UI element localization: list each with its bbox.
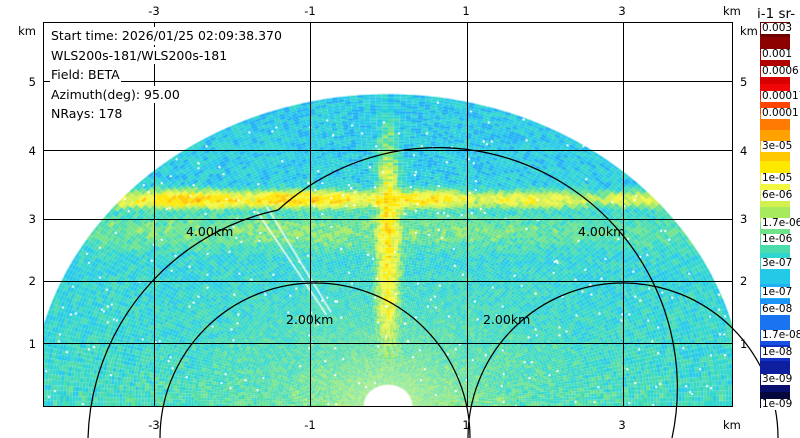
- y-axis-left-unit: km: [18, 24, 36, 38]
- range-ring-label-2km-left: 2.00km: [286, 312, 334, 327]
- colorbar-tick-label: 0.003: [761, 22, 794, 34]
- colorbar-tick-label: 0.0001: [761, 107, 800, 119]
- colorbar-tick-label: 1.7e-08: [761, 330, 800, 341]
- colorbar-tick-label: 1.7e-06: [761, 218, 800, 229]
- nrays-text: NRays: 178: [50, 105, 124, 123]
- x-axis-top-tick-3: 3: [618, 4, 626, 18]
- x-axis-top-tick-1: 1: [462, 4, 470, 18]
- colorbar-tick-label: 6e-06: [761, 189, 794, 201]
- colorbar-tick-label: 1e-06: [761, 233, 794, 245]
- colorbar-tick-label: 3e-07: [761, 257, 794, 269]
- colorbar-tick-label: 0.001: [761, 48, 794, 60]
- y-axis-left-tick-2: 2: [28, 274, 36, 288]
- x-axis-bottom-tick--3: -3: [148, 418, 160, 432]
- colorbar-segment: [760, 314, 790, 331]
- y-axis-right-tick-1: 1: [740, 337, 748, 351]
- range-ring-label-2km-right: 2.00km: [483, 312, 531, 327]
- colorbar-segment: [760, 268, 790, 285]
- y-axis-left-tick-5: 5: [28, 75, 36, 89]
- y-axis-left-tick-1: 1: [28, 337, 36, 351]
- x-axis-top-tick--3: -3: [148, 4, 160, 18]
- x-axis-bottom-unit: km: [723, 418, 741, 432]
- colorbar-segment: [760, 360, 790, 377]
- y-axis-right-tick-5: 5: [740, 75, 748, 89]
- y-axis-left-tick-4: 4: [28, 144, 36, 158]
- range-ring-label-4km-left: 4.00km: [186, 224, 234, 239]
- y-axis-right-tick-2: 2: [740, 274, 748, 288]
- field-text: Field: BETA: [50, 66, 121, 84]
- colorbar-segment: [760, 160, 790, 177]
- x-axis-top-tick--1: -1: [304, 4, 316, 18]
- colorbar-tick-label: 1e-07: [761, 286, 794, 298]
- x-axis-bottom-tick--1: -1: [304, 418, 316, 432]
- colorbar[interactable]: 0.003 0.001 0.0006 0.00017 0.0001 3e-05 1e-05 6…: [760, 22, 800, 410]
- colorbar-tick-label: 1e-05: [761, 172, 794, 184]
- y-axis-right-tick-3: 3: [740, 212, 748, 226]
- range-ring-label-4km-right: 4.00km: [578, 224, 626, 239]
- x-axis-bottom-tick-1: 1: [462, 418, 470, 432]
- colorbar-tick-label: 1e-09: [761, 398, 794, 410]
- colorbar-tick-label: 1e-08: [761, 346, 794, 358]
- colorbar-tick-label: 3e-05: [761, 140, 794, 152]
- instrument-text: WLS200s-181/WLS200s-181: [50, 46, 229, 64]
- start-time-text: Start time: 2026/01/25 02:09:38.370: [50, 27, 283, 45]
- colorbar-tick-label: 6e-08: [761, 303, 794, 315]
- y-axis-right-unit: km: [740, 24, 758, 38]
- colorbar-tick-label: 3e-09: [761, 373, 794, 385]
- y-axis-left-tick-3: 3: [28, 212, 36, 226]
- colorbar-tick-label: 0.00017: [761, 91, 800, 102]
- y-axis-right-tick-4: 4: [740, 144, 748, 158]
- colorbar-units-label: i-1 sr-: [757, 6, 796, 22]
- colorbar-tick-label: 0.0006: [761, 65, 800, 77]
- azimuth-text: Azimuth(deg): 95.00: [50, 85, 181, 103]
- x-axis-bottom-tick-3: 3: [618, 418, 626, 432]
- scan-metadata-block: Start time: 2026/01/25 02:09:38.370 WLS2…: [50, 25, 283, 123]
- x-axis-top-unit: km: [723, 4, 741, 18]
